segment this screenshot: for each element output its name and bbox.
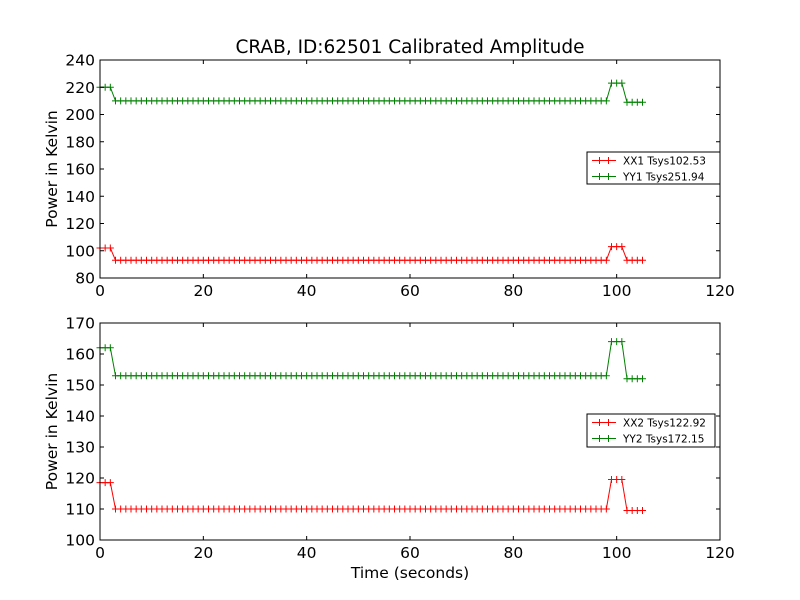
- data-point: [639, 256, 646, 264]
- x-tick-label: 0: [95, 282, 105, 300]
- y-tick-label: 160: [65, 346, 95, 364]
- data-point: [618, 476, 626, 484]
- y-tick-label: 170: [65, 315, 95, 333]
- y-tick-label: 140: [65, 188, 95, 206]
- y-tick-label: 180: [65, 133, 95, 151]
- data-point: [618, 243, 626, 251]
- series-1-1: [96, 243, 646, 264]
- x-tick-label: 40: [297, 282, 317, 300]
- data-point: [106, 479, 114, 487]
- chart-title: CRAB, ID:62501 Calibrated Amplitude: [235, 37, 584, 58]
- x-tick-label: 120: [705, 544, 735, 562]
- legend-item: XX2 Tsys122.92: [592, 418, 706, 430]
- x-tick-label: 0: [95, 544, 105, 562]
- x-tick-label: 60: [400, 544, 420, 562]
- x-tick-label: 100: [602, 544, 632, 562]
- y-tick-label: 80: [75, 270, 95, 288]
- x-tick-label: 100: [602, 282, 632, 300]
- legend-marker: [596, 173, 612, 180]
- data-point: [602, 372, 610, 380]
- x-tick-label: 60: [400, 282, 420, 300]
- legend: XX1 Tsys102.53 YY1 Tsys251.94: [586, 151, 721, 185]
- series-1-2: [96, 79, 646, 106]
- y-tick-label: 200: [65, 106, 95, 124]
- y-tick-label: 160: [65, 161, 95, 179]
- legend-marker: [596, 157, 612, 164]
- data-point: [618, 79, 626, 87]
- legend-marker: [596, 419, 612, 426]
- x-axis-label: Time (seconds): [350, 564, 469, 582]
- legend-label: YY1 Tsys251.94: [622, 172, 705, 184]
- x-tick-label: 20: [193, 544, 213, 562]
- y-axis-label: Power in Kelvin: [43, 373, 61, 490]
- bottom-panel: 0 20 40 60 80 100 120 100 110 120 130 140 150 160 170 P…: [43, 315, 735, 563]
- legend-item: XX1 Tsys102.53: [592, 156, 706, 168]
- legend-label: XX2 Tsys122.92: [623, 418, 706, 430]
- legend: XX2 Tsys122.92 YY2 Tsys172.15: [586, 413, 716, 448]
- x-tick-label: 120: [705, 282, 735, 300]
- legend-label: XX1 Tsys102.53: [623, 156, 706, 168]
- legend-label: YY2 Tsys172.15: [622, 434, 704, 446]
- x-tick-label: 20: [193, 282, 213, 300]
- data-point: [106, 83, 114, 91]
- data-point: [602, 97, 610, 105]
- y-tick-label: 100: [65, 242, 95, 260]
- data-point: [618, 338, 626, 346]
- top-panel: 0 20 40 60 80 100 120 80 100 120 140 160 180 200 220 24…: [43, 52, 735, 301]
- y-tick-label: 120: [65, 470, 95, 488]
- data-point: [106, 244, 114, 252]
- x-tick-label: 80: [503, 544, 523, 562]
- y-axis-label: Power in Kelvin: [43, 110, 61, 227]
- data-point: [602, 256, 610, 264]
- y-tick-label: 130: [65, 439, 95, 457]
- data-point: [639, 98, 646, 106]
- series-2-1: [96, 476, 646, 515]
- data-point: [106, 344, 114, 352]
- legend-frame: [586, 151, 721, 185]
- y-tick-label: 140: [65, 408, 95, 426]
- y-tick-label: 110: [65, 501, 95, 519]
- y-tick-label: 220: [65, 79, 95, 97]
- legend-item: YY2 Tsys172.15: [592, 434, 704, 446]
- data-point: [639, 375, 646, 383]
- x-tick-label: 40: [297, 544, 317, 562]
- y-tick-label: 150: [65, 377, 95, 395]
- legend-marker: [596, 435, 612, 442]
- data-point: [602, 505, 610, 513]
- data-point: [639, 507, 646, 515]
- y-tick-label: 120: [65, 215, 95, 233]
- y-tick-label: 100: [65, 532, 95, 550]
- y-tick-label: 240: [65, 52, 95, 70]
- legend-item: YY1 Tsys251.94: [592, 172, 705, 184]
- x-tick-label: 80: [503, 282, 523, 300]
